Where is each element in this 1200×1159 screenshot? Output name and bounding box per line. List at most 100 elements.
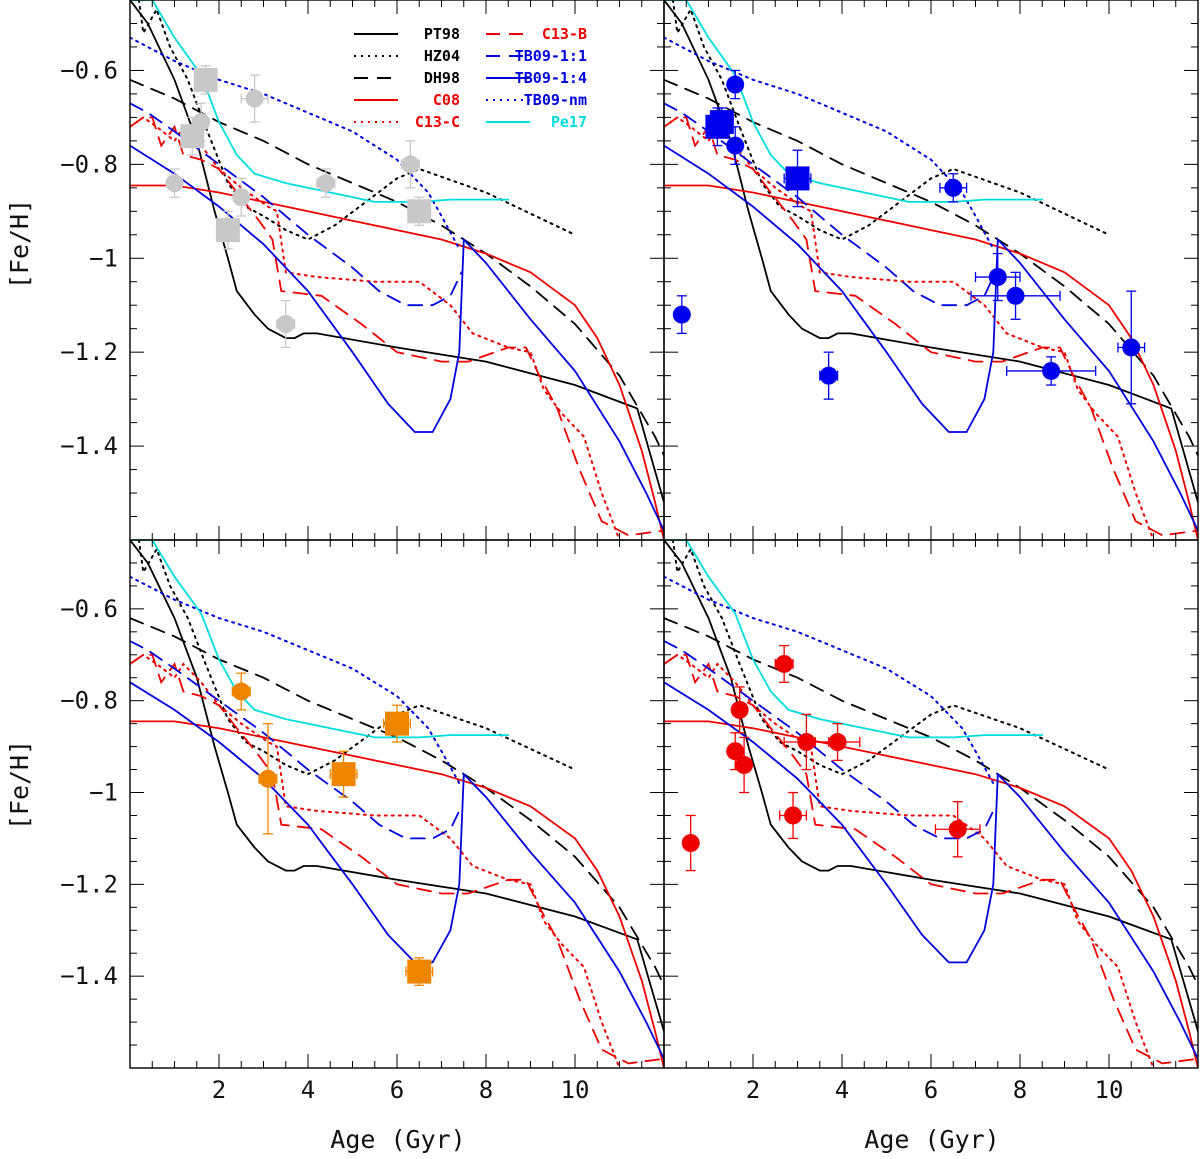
series-line-c08	[130, 720, 664, 1068]
data-point-square	[709, 110, 734, 135]
series-line-tb09-nm	[130, 575, 461, 785]
data-point-circle	[276, 315, 295, 333]
data-point-circle	[232, 682, 251, 701]
data-point-circle	[726, 742, 745, 761]
data-points	[231, 672, 434, 987]
series-line-hz04	[671, 540, 1110, 776]
x-tick-label: 2	[212, 1076, 226, 1104]
panel-top-left: −0.6 −0.8 −1 −1.2 −1.4	[60, 0, 665, 541]
data-point-square	[385, 711, 409, 736]
data-point-circle	[775, 654, 794, 673]
series-line-c13-c	[130, 653, 621, 1068]
data-point-circle	[245, 89, 264, 108]
series-line-c13-b	[664, 116, 1198, 537]
x-tick-label: 10	[1095, 1076, 1124, 1104]
series-line-dh98	[664, 617, 1198, 987]
x-tick-label: 4	[835, 1076, 849, 1104]
data-point-circle	[232, 188, 251, 207]
legend-label: DH98	[424, 69, 460, 87]
legend: PT98 HZ04 DH98 C08 C13-C C13-B TB09-1:1 TB09-1:…	[354, 25, 587, 131]
series-line-c08	[130, 184, 664, 540]
series-line-c13-b	[130, 653, 664, 1065]
series-line-pe17	[664, 540, 1044, 739]
data-point-circle	[401, 155, 420, 174]
series-line-c13-b	[130, 116, 664, 537]
x-tick-label: 6	[924, 1076, 938, 1104]
legend-label: TB09-nm	[524, 91, 587, 109]
y-tick-label: −0.6	[60, 56, 118, 84]
data-points	[681, 644, 981, 872]
legend-label: C08	[433, 91, 460, 109]
panel-bottom-right: 2 4 6 8 10	[663, 539, 1199, 1104]
y-tick-label: −1.4	[60, 962, 118, 990]
legend-label: Pe17	[551, 113, 587, 131]
data-point-circle	[726, 75, 745, 94]
data-point-circle	[797, 733, 816, 752]
series-line-c08	[664, 184, 1198, 540]
series-line-dh98	[664, 78, 1198, 457]
panel-bottom-left: −0.6 −0.8 −1 −1.2 −1.4 2 4 6 8 10	[60, 539, 665, 1104]
data-point-circle	[730, 700, 749, 719]
panel-top-right	[663, 0, 1199, 541]
series-line-c13-c	[664, 116, 1155, 540]
series-line-tb09-1-4	[130, 144, 664, 532]
series-line-tb09-nm	[130, 36, 461, 250]
x-tick-label: 2	[746, 1076, 760, 1104]
x-axis-label-right: Age (Gyr)	[864, 1125, 999, 1154]
data-point-square	[180, 124, 205, 149]
data-point-square	[407, 959, 432, 984]
legend-label: PT98	[424, 25, 460, 43]
x-axis-label-left: Age (Gyr)	[330, 1125, 465, 1154]
legend-label: C13-B	[542, 25, 587, 43]
series-line-tb09-nm	[664, 575, 995, 785]
series-line-pe17	[130, 540, 510, 739]
model-curves	[664, 0, 1198, 540]
y-tick-label: −0.8	[60, 150, 118, 178]
y-tick-label: −1.2	[60, 870, 118, 898]
x-tick-label: 6	[390, 1076, 404, 1104]
x-tick-label: 8	[479, 1076, 493, 1104]
y-tick-label: −1.4	[60, 432, 118, 460]
data-point-circle	[258, 769, 277, 788]
data-point-circle	[1042, 361, 1061, 380]
series-line-tb09-1-1	[130, 102, 463, 307]
series-line-hz04	[671, 0, 1110, 241]
y-axis-label-top: [Fe/H]	[5, 199, 34, 289]
data-point-circle	[1006, 286, 1025, 305]
data-point-circle	[735, 755, 754, 774]
data-point-circle	[828, 733, 847, 752]
series-line-tb09-nm	[664, 36, 995, 250]
data-point-square	[331, 762, 356, 787]
series-line-c13-c	[130, 116, 621, 540]
data-point-circle	[819, 366, 838, 385]
series-line-pe17	[664, 0, 1044, 203]
model-curves	[130, 540, 664, 1068]
data-point-circle	[988, 268, 1007, 287]
data-point-circle	[944, 178, 963, 197]
data-points	[672, 69, 1146, 405]
legend-label: TB09-1:1	[515, 47, 587, 65]
y-tick-label: −1	[89, 244, 118, 272]
model-curves	[664, 540, 1198, 1068]
x-tick-label: 4	[301, 1076, 315, 1104]
data-point-circle	[726, 136, 745, 155]
data-point-circle	[784, 806, 803, 825]
series-line-c13-c	[664, 653, 1155, 1068]
data-point-circle	[681, 834, 700, 853]
data-point-circle	[1122, 338, 1141, 357]
series-line-tb09-1-4	[130, 681, 664, 1060]
data-points	[165, 65, 432, 349]
data-point-square	[215, 218, 240, 243]
data-point-circle	[165, 174, 184, 193]
series-line-pt98	[664, 0, 1198, 504]
data-point-circle	[672, 305, 691, 324]
series-line-dh98	[130, 78, 664, 457]
panel-frame	[663, 0, 1199, 541]
data-point-square	[193, 67, 218, 92]
series-line-c13-b	[664, 653, 1198, 1065]
series-line-tb09-1-1	[664, 640, 997, 840]
y-axis-label-bottom: [Fe/H]	[5, 740, 34, 830]
y-tick-label: −1.2	[60, 338, 118, 366]
x-tick-label: 10	[561, 1076, 590, 1104]
